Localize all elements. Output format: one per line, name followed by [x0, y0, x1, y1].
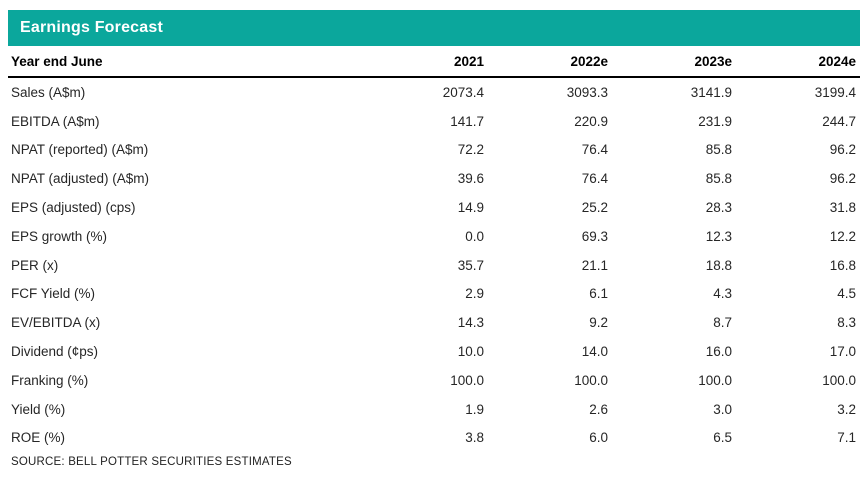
row-value: 72.2	[457, 142, 484, 158]
row-value: 100.0	[450, 372, 484, 388]
earnings-table: Year end June 2021 2022e 2023e 2024e Sal…	[8, 46, 860, 452]
row-value: 3141.9	[690, 84, 732, 100]
row-label: PER (x)	[11, 257, 59, 273]
table-row-ev-ebitda: EV/EBITDA (x) 14.3 9.2 8.7 8.3	[8, 308, 860, 337]
row-value: 96.2	[829, 142, 856, 158]
row-value: 35.7	[457, 257, 484, 273]
row-value: 100.0	[698, 372, 732, 388]
row-value: 17.0	[829, 344, 856, 360]
column-header-2023e: 2023e	[694, 53, 732, 69]
row-value: 69.3	[581, 228, 608, 244]
table-row-eps-adjusted: EPS (adjusted) (cps) 14.9 25.2 28.3 31.8	[8, 193, 860, 222]
column-header-2021: 2021	[453, 53, 484, 69]
row-label: Yield (%)	[11, 401, 66, 417]
table-row-sales: Sales (A$m) 2073.4 3093.3 3141.9 3199.4	[8, 78, 860, 107]
row-value: 28.3	[705, 200, 732, 216]
row-value: 31.8	[829, 200, 856, 216]
row-label: Franking (%)	[11, 372, 89, 388]
row-value: 6.0	[589, 430, 608, 446]
table-header-row: Year end June 2021 2022e 2023e 2024e	[8, 46, 860, 78]
earnings-forecast-panel: Earnings Forecast Year end June 2021 202…	[8, 10, 860, 468]
row-value: 39.6	[457, 171, 484, 187]
row-value: 220.9	[574, 113, 608, 129]
table-row-yield: Yield (%) 1.9 2.6 3.0 3.2	[8, 395, 860, 424]
table-row-fcf-yield: FCF Yield (%) 2.9 6.1 4.3 4.5	[8, 280, 860, 309]
row-value: 96.2	[829, 171, 856, 187]
table-row-roe: ROE (%) 3.8 6.0 6.5 7.1	[8, 424, 860, 453]
row-value: 0.0	[465, 228, 484, 244]
row-value: 14.3	[457, 315, 484, 331]
row-label: Sales (A$m)	[11, 84, 86, 100]
table-row-dividend: Dividend (¢ps) 10.0 14.0 16.0 17.0	[8, 337, 860, 366]
row-value: 4.5	[837, 286, 856, 302]
row-value: 7.1	[837, 430, 856, 446]
row-value: 6.1	[589, 286, 608, 302]
row-value: 141.7	[450, 113, 484, 129]
row-value: 25.2	[581, 200, 608, 216]
row-value: 12.2	[829, 228, 856, 244]
row-value: 4.3	[713, 286, 732, 302]
row-value: 3093.3	[566, 84, 608, 100]
row-value: 16.8	[829, 257, 856, 273]
row-value: 8.7	[713, 315, 732, 331]
table-row-per: PER (x) 35.7 21.1 18.8 16.8	[8, 251, 860, 280]
table-row-npat-adjusted: NPAT (adjusted) (A$m) 39.6 76.4 85.8 96.…	[8, 164, 860, 193]
row-value: 100.0	[822, 372, 856, 388]
row-label: EPS growth (%)	[11, 228, 108, 244]
row-label: NPAT (reported) (A$m)	[11, 142, 149, 158]
row-value: 16.0	[705, 344, 732, 360]
row-value: 14.0	[581, 344, 608, 360]
row-value: 76.4	[581, 171, 608, 187]
row-value: 9.2	[589, 315, 608, 331]
source-note: SOURCE: BELL POTTER SECURITIES ESTIMATES	[11, 456, 292, 469]
row-value: 3.2	[837, 401, 856, 417]
column-header-2024e: 2024e	[818, 53, 856, 69]
row-label: EPS (adjusted) (cps)	[11, 200, 136, 216]
table-row-eps-growth: EPS growth (%) 0.0 69.3 12.3 12.2	[8, 222, 860, 251]
row-value: 85.8	[705, 171, 732, 187]
row-value: 2.6	[589, 401, 608, 417]
row-label: EBITDA (A$m)	[11, 113, 100, 129]
row-value: 2.9	[465, 286, 484, 302]
row-value: 76.4	[581, 142, 608, 158]
row-value: 3199.4	[814, 84, 856, 100]
row-value: 1.9	[465, 401, 484, 417]
row-value: 8.3	[837, 315, 856, 331]
panel-title: Earnings Forecast	[20, 19, 164, 36]
row-value: 85.8	[705, 142, 732, 158]
row-value: 21.1	[581, 257, 608, 273]
table-row-franking: Franking (%) 100.0 100.0 100.0 100.0	[8, 366, 860, 395]
row-value: 12.3	[705, 228, 732, 244]
row-value: 14.9	[457, 200, 484, 216]
row-label: NPAT (adjusted) (A$m)	[11, 171, 150, 187]
row-value: 2073.4	[442, 84, 484, 100]
row-label: FCF Yield (%)	[11, 286, 96, 302]
row-label: EV/EBITDA (x)	[11, 315, 101, 331]
row-value: 3.0	[713, 401, 732, 417]
row-value: 18.8	[705, 257, 732, 273]
row-value: 10.0	[457, 344, 484, 360]
row-label: ROE (%)	[11, 430, 65, 446]
row-value: 100.0	[574, 372, 608, 388]
table-row-npat-reported: NPAT (reported) (A$m) 72.2 76.4 85.8 96.…	[8, 136, 860, 165]
column-header-metric: Year end June	[11, 53, 103, 69]
row-value: 231.9	[698, 113, 732, 129]
table-row-ebitda: EBITDA (A$m) 141.7 220.9 231.9 244.7	[8, 107, 860, 136]
title-bar: Earnings Forecast	[8, 10, 860, 46]
row-value: 244.7	[822, 113, 856, 129]
row-label: Dividend (¢ps)	[11, 344, 99, 360]
column-header-2022e: 2022e	[570, 53, 608, 69]
row-value: 3.8	[465, 430, 484, 446]
row-value: 6.5	[713, 430, 732, 446]
